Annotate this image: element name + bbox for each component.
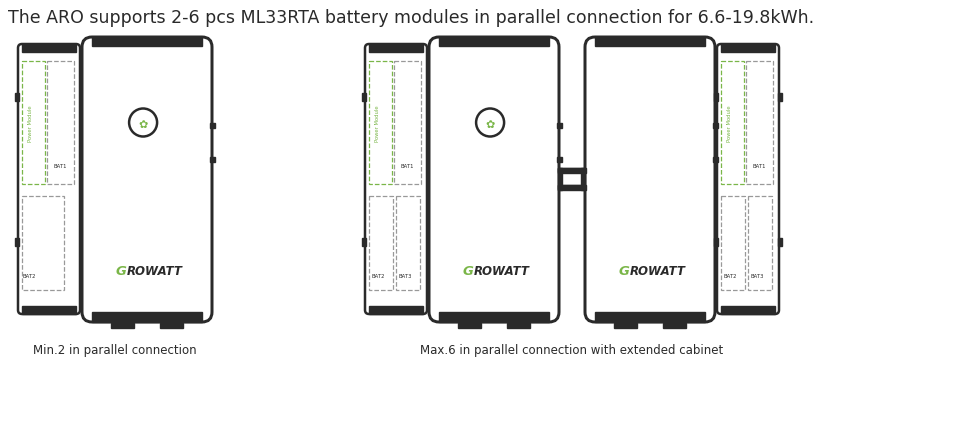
Bar (558, 186, 584, 190)
Bar (721, 306, 775, 314)
Bar (507, 323, 530, 328)
Bar (394, 62, 421, 184)
Bar (595, 38, 705, 47)
Text: ✿: ✿ (139, 119, 147, 129)
Bar (21, 197, 64, 290)
Bar (369, 306, 423, 314)
Bar (362, 93, 366, 102)
Bar (21, 62, 45, 184)
Bar (748, 197, 772, 290)
Text: BAT1: BAT1 (752, 164, 766, 168)
Bar (557, 158, 562, 162)
Text: Max.6 in parallel connection with extended cabinet: Max.6 in parallel connection with extend… (421, 344, 723, 357)
Bar (614, 323, 637, 328)
Bar (558, 169, 586, 174)
Text: BAT1: BAT1 (54, 164, 67, 168)
Bar (439, 38, 549, 47)
Text: Power Module: Power Module (375, 105, 380, 141)
Text: G: G (463, 265, 473, 278)
Bar (778, 93, 782, 102)
Bar (396, 197, 420, 290)
Text: The ARO supports 2-6 pcs ML33RTA battery modules in parallel connection for 6.6-: The ARO supports 2-6 pcs ML33RTA battery… (8, 9, 814, 27)
FancyBboxPatch shape (717, 45, 779, 314)
Bar (160, 323, 183, 328)
Bar (92, 312, 202, 322)
Text: Power Module: Power Module (28, 105, 33, 141)
Text: BAT3: BAT3 (751, 273, 764, 279)
Text: ROWATT: ROWATT (630, 265, 686, 278)
Text: BAT2: BAT2 (372, 273, 386, 279)
FancyBboxPatch shape (365, 45, 427, 314)
Bar (720, 197, 745, 290)
Bar (362, 239, 366, 247)
Bar (721, 45, 775, 53)
Bar (15, 239, 19, 247)
Bar (778, 239, 782, 247)
FancyBboxPatch shape (585, 38, 715, 322)
Bar (369, 45, 423, 53)
Text: ✿: ✿ (485, 119, 495, 129)
Text: BAT2: BAT2 (723, 273, 737, 279)
Bar (15, 93, 19, 102)
Text: G: G (619, 265, 630, 278)
Bar (47, 62, 74, 184)
Bar (558, 186, 586, 191)
FancyBboxPatch shape (82, 38, 212, 322)
Bar (210, 158, 215, 162)
Bar (713, 123, 718, 128)
Bar (369, 62, 391, 184)
Bar (110, 323, 134, 328)
Bar (714, 93, 718, 102)
Bar (458, 323, 481, 328)
Bar (581, 169, 585, 191)
FancyBboxPatch shape (18, 45, 80, 314)
Bar (210, 123, 215, 128)
Bar (746, 62, 773, 184)
Circle shape (476, 109, 504, 137)
Bar (369, 197, 392, 290)
Text: Min.2 in parallel connection: Min.2 in parallel connection (33, 344, 197, 357)
Bar (558, 169, 584, 173)
Bar (22, 45, 76, 53)
Circle shape (129, 109, 157, 137)
Bar (720, 62, 744, 184)
Text: Power Module: Power Module (727, 105, 732, 141)
Text: G: G (116, 265, 127, 278)
Text: BAT2: BAT2 (22, 273, 36, 279)
Bar (663, 323, 686, 328)
Bar (714, 239, 718, 247)
Bar (439, 312, 549, 322)
Bar (22, 306, 76, 314)
Bar (558, 169, 562, 191)
Bar (713, 158, 718, 162)
Bar (557, 123, 562, 128)
Text: BAT3: BAT3 (399, 273, 412, 279)
Text: BAT1: BAT1 (401, 164, 414, 168)
Text: ROWATT: ROWATT (127, 265, 183, 278)
FancyBboxPatch shape (429, 38, 559, 322)
Text: ROWATT: ROWATT (473, 265, 530, 278)
Bar (595, 312, 705, 322)
Bar (92, 38, 202, 47)
